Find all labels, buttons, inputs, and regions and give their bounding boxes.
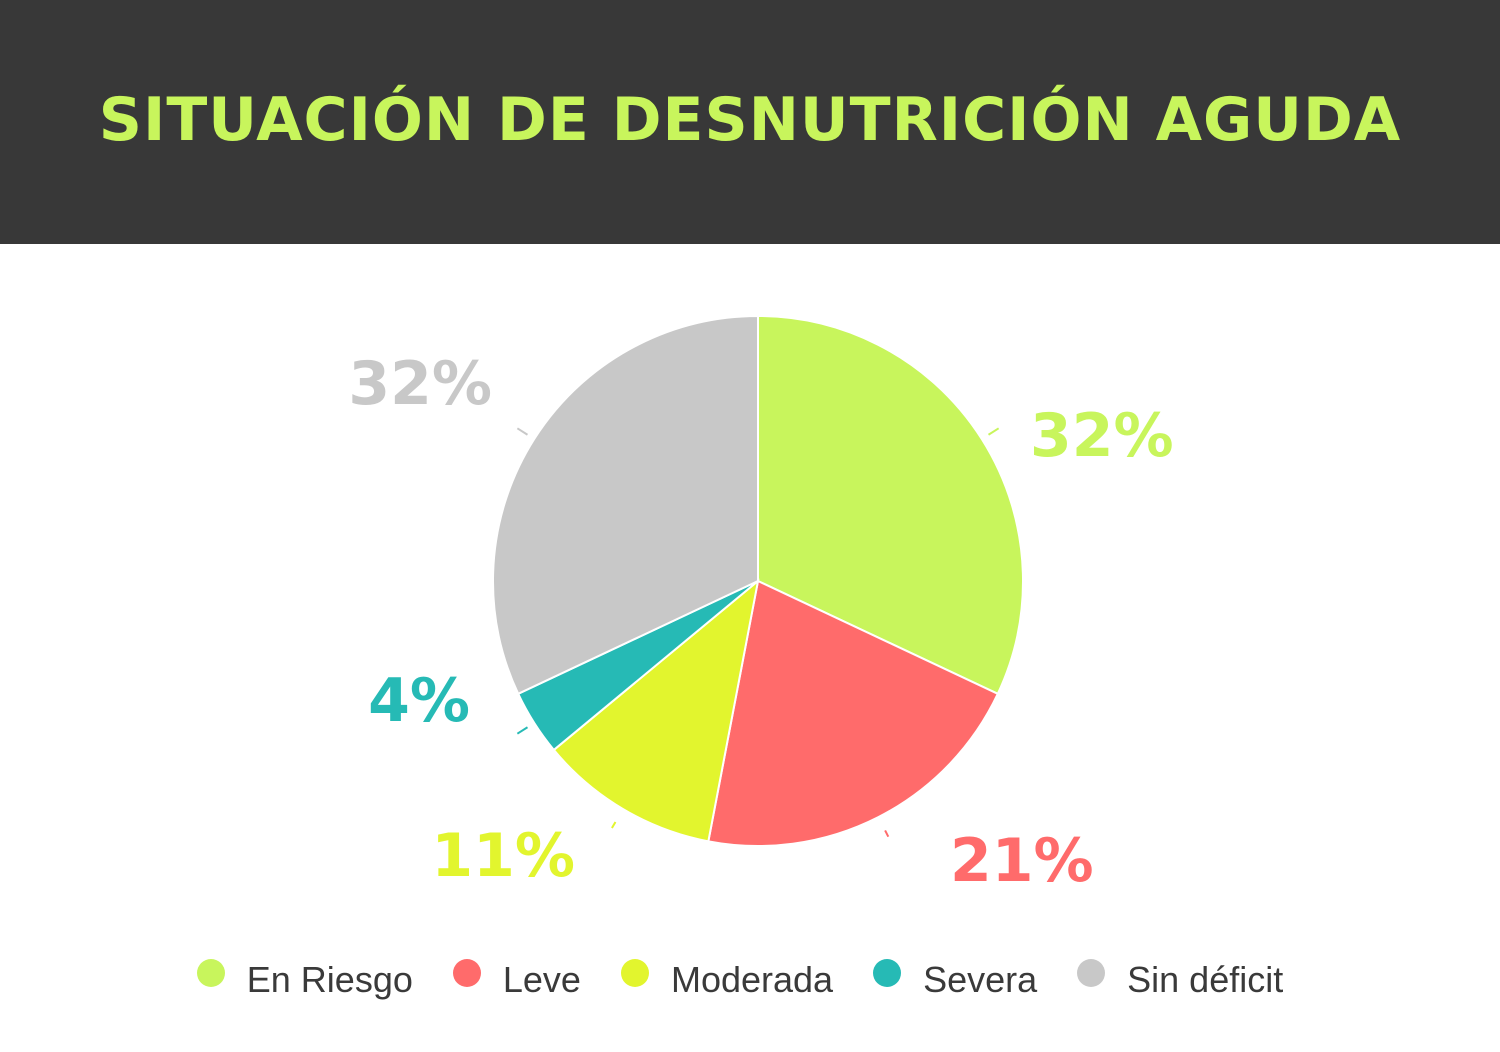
header-banner: SITUACIÓN DE DESNUTRICIÓN AGUDA — [0, 0, 1500, 244]
label-leader-line — [611, 821, 617, 829]
pie-chart: 32% 21% 11% 4% 32% — [348, 314, 1174, 896]
legend-label: Moderada — [670, 959, 834, 1000]
pie-slice-en-riesgo — [757, 314, 1024, 696]
chart-legend: En Riesgo Leve Moderada Severa Sin déficit — [0, 950, 1500, 1010]
legend-label: Sin déficit — [1127, 959, 1284, 1000]
label-leader-line — [516, 427, 529, 436]
pie-slice-leve — [707, 579, 1000, 847]
label-leader-line — [516, 726, 529, 735]
label-leader-line — [987, 427, 1000, 436]
legend-swatch — [452, 959, 481, 987]
data-label-leve: 21% — [950, 826, 1094, 896]
legend-label: Leve — [502, 959, 581, 1000]
legend-swatch — [620, 959, 649, 987]
data-label-en-riesgo: 32% — [1030, 401, 1174, 471]
legend-swatch — [196, 959, 225, 987]
legend-swatch — [873, 959, 902, 987]
legend-item: Leve — [452, 959, 601, 1001]
pie-slice-sin-déficit — [492, 314, 759, 696]
data-label-moderada: 11% — [431, 821, 575, 891]
legend-item: Severa — [873, 959, 1057, 1001]
pie-slice-moderada — [552, 578, 760, 843]
legend-label: Severa — [923, 959, 1038, 1000]
legend-swatch — [1077, 959, 1106, 987]
legend-item: En Riesgo — [196, 959, 433, 1001]
legend-item: Moderada — [620, 959, 853, 1001]
data-label-sin-déficit: 32% — [348, 349, 492, 419]
label-leader-line — [884, 830, 890, 838]
legend-label: En Riesgo — [246, 959, 413, 1000]
data-label-severa: 4% — [368, 666, 470, 736]
legend-item: Sin déficit — [1077, 959, 1303, 1001]
chart-title: SITUACIÓN DE DESNUTRICIÓN AGUDA — [98, 85, 1402, 155]
